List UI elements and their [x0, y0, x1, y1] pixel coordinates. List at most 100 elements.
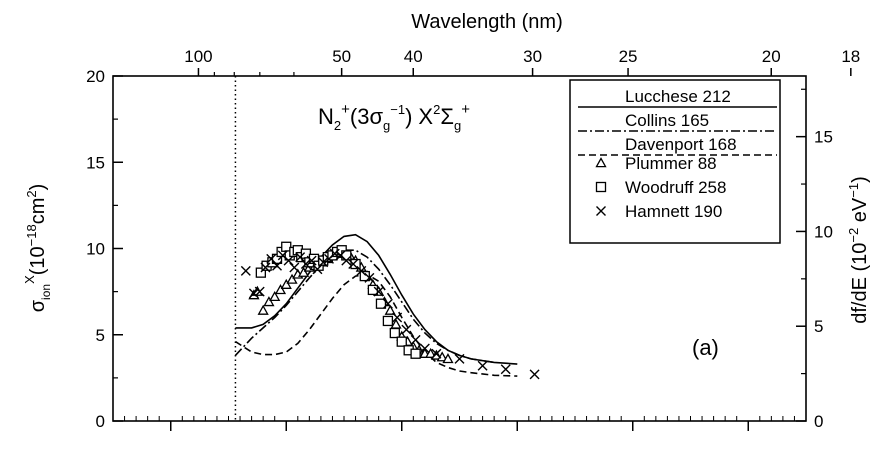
data-point [240, 265, 251, 276]
data-point [260, 262, 271, 273]
legend-label-woodruff-258: Woodruff 258 [625, 178, 726, 197]
chart-title: N2+(3σg−1) X2Σg+ [318, 101, 470, 133]
title-species-sub: 2 [334, 118, 341, 133]
data-point [431, 348, 442, 359]
axes: 0 5 10 15 20 0 5 10 15 100 50 40 30 25 20 18 [86, 47, 860, 431]
data-point [401, 324, 412, 335]
data-point [280, 278, 292, 289]
left-axis-unit: (10 [27, 246, 49, 275]
right-axis-close: ) [849, 176, 871, 183]
data-point [356, 265, 367, 276]
series-line-lucchese-212 [235, 233, 518, 365]
data-point [348, 259, 359, 270]
series-line-collins-165 [234, 249, 495, 364]
left-axis-unit-tail: cm [27, 198, 49, 225]
left-tick-label: 10 [86, 240, 105, 259]
data-point [289, 262, 300, 273]
data-point [477, 360, 488, 371]
data-point [300, 259, 311, 270]
data-point [341, 255, 352, 266]
right-tick-label: 5 [814, 317, 823, 336]
title-orbital-close: ) [405, 104, 412, 129]
data-point [266, 253, 277, 264]
title-state: X [418, 104, 433, 129]
top-tick-label: 100 [184, 47, 212, 66]
title-state-charge: + [461, 101, 470, 118]
legend-label-hamnett-190: Hamnett 190 [625, 202, 722, 221]
data-point [272, 260, 283, 271]
top-tick-label: 18 [841, 47, 860, 66]
legend-marker-woodruff-258 [595, 181, 607, 193]
data-point [442, 353, 454, 364]
data-point [382, 315, 394, 327]
legend-items: Lucchese 212 Collins 165 Davenport 168Plum… [578, 87, 777, 221]
right-axis-exponent: −2 [846, 228, 861, 243]
panel-label: (a) [692, 335, 719, 360]
right-tick-label: 10 [814, 222, 833, 241]
legend-label-lucchese-212: Lucchese 212 [625, 87, 731, 106]
data-point [364, 272, 375, 283]
data-point [248, 288, 259, 299]
data-point [257, 304, 269, 315]
legend-marker-plummer-88 [595, 157, 607, 168]
title-orbital-open: (3σ [350, 104, 384, 129]
right-axis-title: df/dE (10−2 eV−1) [846, 176, 871, 324]
title-charge: + [341, 101, 350, 118]
top-tick-label: 30 [523, 47, 542, 66]
data-point [359, 270, 370, 282]
data-point [263, 296, 275, 307]
data-point [255, 267, 266, 278]
data-point [306, 255, 317, 266]
data-point [389, 327, 400, 339]
left-axis-unit-exponent: −18 [24, 224, 39, 246]
series-points-woodruff-258 [255, 241, 421, 359]
data-point [269, 290, 281, 302]
left-axis-symbol: σ [27, 299, 49, 312]
top-tick-label: 20 [762, 47, 781, 66]
right-axis-main: df/dE (10 [849, 243, 871, 324]
left-axis-close: ) [27, 184, 49, 191]
data-point [286, 273, 298, 284]
legend-label-plummer-88: Plummer 88 [625, 154, 717, 173]
data-point [254, 286, 265, 297]
right-tick-label: 15 [814, 128, 833, 147]
top-tick-label: 25 [619, 47, 638, 66]
left-axis-title: σionX(10−18cm2) [22, 184, 53, 313]
title-state-sym: Σ [440, 104, 454, 129]
left-axis-unit-tail-exponent: 2 [24, 190, 39, 197]
data-point [500, 364, 511, 375]
data-point [529, 369, 540, 380]
series-group [234, 233, 540, 380]
data-point [312, 264, 323, 275]
legend-label-collins-165: Collins 165 [625, 111, 709, 130]
data-point [392, 312, 403, 323]
legend-label-davenport-168: Davenport 168 [625, 135, 737, 154]
data-point [454, 353, 465, 364]
data-point [283, 255, 294, 266]
data-point [329, 248, 340, 259]
data-point [425, 347, 437, 358]
data-point [410, 348, 421, 359]
data-point [318, 257, 329, 268]
left-axis-superscript: X [22, 275, 37, 284]
title-species: N [318, 104, 334, 129]
title-orbital-sub: g [383, 118, 390, 133]
right-axis-tail-exponent: −1 [846, 183, 861, 198]
data-point [384, 304, 396, 315]
right-axis-tail: eV [849, 197, 871, 228]
right-tick-label: 0 [814, 412, 823, 431]
left-tick-label: 5 [96, 326, 105, 345]
title-state-sup: 2 [433, 102, 440, 117]
top-axis-title: Wavelength (nm) [411, 11, 563, 33]
data-point [396, 336, 407, 347]
top-tick-label: 40 [404, 47, 423, 66]
data-point [350, 258, 361, 270]
left-tick-label: 15 [86, 153, 105, 172]
data-point [375, 298, 387, 309]
left-tick-label: 0 [96, 412, 105, 431]
data-point [382, 298, 393, 309]
left-axis-subscript: ion [39, 284, 53, 300]
data-point [295, 252, 306, 263]
